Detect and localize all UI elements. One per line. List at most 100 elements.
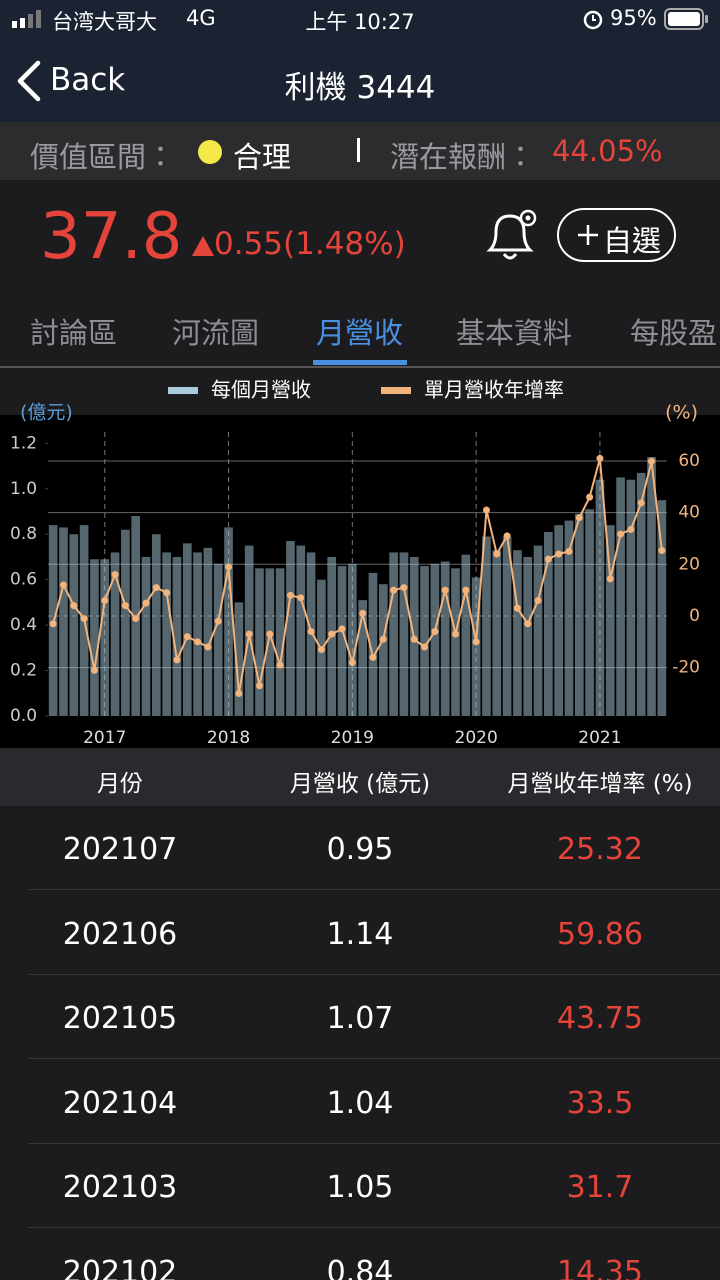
growth-dot xyxy=(627,525,635,533)
growth-dot xyxy=(317,646,325,654)
table-body: 202107 0.95 25.32 202106 1.14 59.86 202105 1.07… xyxy=(0,806,720,1280)
y2-tick-label: 20 xyxy=(678,554,700,574)
revenue-bar xyxy=(595,479,605,716)
table-cell: 202104 xyxy=(62,1085,178,1121)
table-cell: 25.32 xyxy=(557,832,643,867)
growth-dot xyxy=(513,604,521,612)
revenue-bar xyxy=(358,600,367,716)
growth-dot xyxy=(441,586,449,594)
growth-dot xyxy=(276,661,284,669)
revenue-bar xyxy=(605,525,615,716)
revenue-bar xyxy=(59,527,68,716)
table-row: 202104 1.04 33.5 xyxy=(28,1060,720,1144)
growth-dot xyxy=(400,584,408,592)
table-cell: 1.05 xyxy=(326,1170,394,1205)
revenue-bar xyxy=(121,529,130,716)
growth-dot xyxy=(524,620,532,628)
table-cell: 202106 xyxy=(62,916,178,952)
growth-dot xyxy=(214,617,222,625)
growth-dot xyxy=(431,627,439,635)
revenue-bar xyxy=(378,584,388,716)
revenue-bar xyxy=(100,559,110,716)
y-tick-label: 0.4 xyxy=(10,615,37,635)
watchlist-button[interactable]: 自選 xyxy=(557,208,676,262)
y-axis-label: (億元) xyxy=(20,402,73,424)
revenue-bar xyxy=(337,566,347,716)
active-tab-underline xyxy=(313,360,407,365)
table-row: 202107 0.95 25.32 xyxy=(28,806,720,890)
growth-dot xyxy=(390,586,398,594)
carrier: 台湾大哥大 xyxy=(52,10,157,34)
growth-dot xyxy=(658,547,666,555)
growth-dot xyxy=(225,563,233,571)
y-tick-label: 0.2 xyxy=(10,661,37,681)
growth-dot xyxy=(245,630,253,638)
tab[interactable]: 基本資料 xyxy=(456,316,573,350)
table-cell: 1.04 xyxy=(326,1085,394,1121)
x-tick-label: 2021 xyxy=(578,728,621,748)
x-tick-label: 2018 xyxy=(207,728,250,748)
growth-dot xyxy=(565,547,573,555)
growth-dot xyxy=(637,499,645,507)
tab[interactable]: 河流圖 xyxy=(172,316,260,350)
revenue-bar xyxy=(141,556,151,716)
battery-icon xyxy=(664,8,708,30)
revenue-bar xyxy=(492,550,502,716)
revenue-bar xyxy=(502,536,512,716)
table-row: 202105 1.07 43.75 xyxy=(28,975,720,1059)
growth-dot xyxy=(606,575,614,583)
growth-dot xyxy=(482,506,490,514)
growth-dot xyxy=(338,625,346,633)
growth-dot xyxy=(142,599,150,607)
revenue-bar xyxy=(203,547,213,716)
table-cell: 33.5 xyxy=(566,1085,634,1121)
quote-panel: 37.8 0.55(1.48%) 自選 xyxy=(0,180,720,300)
revenue-bar xyxy=(420,566,429,716)
growth-dot xyxy=(369,653,377,661)
revenue-bar xyxy=(657,500,667,716)
revenue-bar xyxy=(110,552,120,716)
growth-dot xyxy=(648,457,656,465)
table-cell: 202105 xyxy=(62,1001,178,1036)
valuation-label: 價值區間： xyxy=(30,140,176,174)
tab[interactable]: 討論區 xyxy=(30,316,118,350)
table-cell: 0.95 xyxy=(326,832,394,867)
table-cell: 43.75 xyxy=(557,1001,643,1036)
clock: 上午 10:27 xyxy=(305,10,415,34)
status-bar: 台湾大哥大 4G 上午 10:27 95% xyxy=(0,0,720,40)
growth-dot xyxy=(286,591,294,599)
plus-icon xyxy=(578,225,598,245)
growth-dot xyxy=(194,638,202,646)
column-header: 月營收 (億元) xyxy=(289,771,431,797)
growth-dot xyxy=(173,656,181,664)
revenue-bar xyxy=(265,568,275,716)
growth-dot xyxy=(101,596,109,604)
y2-axis-label: (%) xyxy=(665,402,698,424)
return-label: 潛在報酬： xyxy=(390,140,536,174)
growth-dot xyxy=(90,666,98,674)
y-tick-label: 0.6 xyxy=(10,570,37,590)
revenue-bar xyxy=(647,456,656,716)
divider xyxy=(357,138,360,162)
alert-bell-button[interactable] xyxy=(482,204,542,264)
revenue-bar xyxy=(564,520,574,716)
back-button[interactable]: Back xyxy=(14,56,134,106)
tab[interactable]: 月營收 xyxy=(316,316,404,350)
legend-label: 每個月營收 xyxy=(211,378,311,402)
growth-dot xyxy=(379,635,387,643)
growth-dot xyxy=(59,581,67,589)
revenue-bar xyxy=(616,477,625,716)
price-change: 0.55(1.48%) xyxy=(214,226,406,262)
revenue-bar xyxy=(461,554,471,716)
growth-dot xyxy=(534,596,542,604)
growth-dot xyxy=(586,493,594,501)
tab[interactable]: 每股盈 xyxy=(630,316,718,350)
table-cell: 0.84 xyxy=(326,1254,394,1280)
table-cell: 31.7 xyxy=(566,1170,634,1205)
table-cell: 59.86 xyxy=(557,916,643,952)
growth-dot xyxy=(544,555,552,563)
watchlist-label: 自選 xyxy=(603,224,662,258)
revenue-chart: (億元) (%) 0.0 0.2 0.4 0.6 0.8 1.0 1.2 -20 0 20 40 60… xyxy=(0,368,720,748)
growth-dot xyxy=(255,682,263,690)
table-cell: 1.14 xyxy=(326,916,394,952)
